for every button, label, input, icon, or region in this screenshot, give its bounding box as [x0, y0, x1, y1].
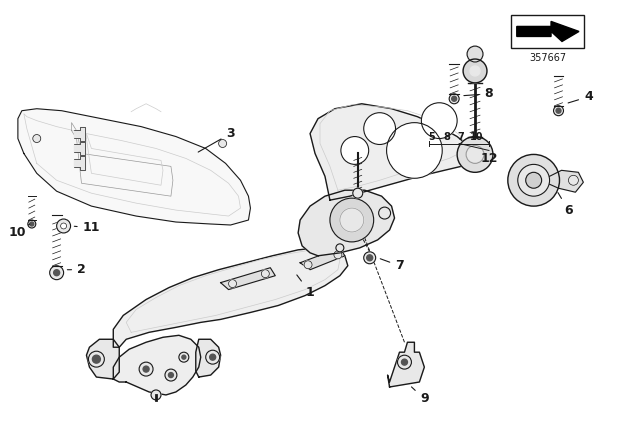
Text: 3: 3	[198, 127, 235, 152]
Circle shape	[452, 96, 457, 101]
Circle shape	[228, 280, 237, 288]
Circle shape	[518, 164, 550, 196]
Text: 11: 11	[74, 221, 100, 234]
Circle shape	[30, 222, 34, 226]
Polygon shape	[516, 22, 579, 42]
Polygon shape	[74, 127, 86, 141]
Polygon shape	[298, 190, 394, 256]
Polygon shape	[300, 248, 345, 270]
Polygon shape	[113, 335, 201, 395]
Circle shape	[457, 137, 493, 172]
Circle shape	[61, 223, 67, 229]
Polygon shape	[550, 170, 583, 192]
Circle shape	[179, 352, 189, 362]
Polygon shape	[74, 142, 86, 155]
Circle shape	[210, 354, 216, 360]
Circle shape	[151, 390, 161, 400]
Circle shape	[28, 220, 36, 228]
Circle shape	[364, 113, 396, 145]
Circle shape	[334, 251, 342, 259]
Circle shape	[379, 207, 390, 219]
Circle shape	[330, 198, 374, 242]
Circle shape	[340, 208, 364, 232]
Circle shape	[568, 175, 579, 185]
Polygon shape	[18, 109, 250, 225]
Bar	[511, 15, 584, 48]
Circle shape	[525, 172, 541, 188]
Circle shape	[387, 123, 442, 178]
Circle shape	[470, 66, 480, 76]
Circle shape	[139, 362, 153, 376]
Circle shape	[556, 108, 561, 113]
Polygon shape	[310, 104, 474, 200]
Circle shape	[401, 359, 408, 365]
Text: 7: 7	[458, 132, 465, 142]
Circle shape	[467, 46, 483, 62]
Polygon shape	[388, 342, 424, 387]
Text: 1: 1	[297, 275, 314, 299]
Circle shape	[463, 59, 487, 83]
Circle shape	[367, 255, 372, 261]
Text: 6: 6	[558, 193, 573, 216]
Circle shape	[165, 369, 177, 381]
Text: 9: 9	[412, 387, 429, 405]
Circle shape	[353, 188, 363, 198]
Circle shape	[341, 137, 369, 164]
Circle shape	[33, 134, 41, 142]
Text: 7: 7	[380, 259, 404, 272]
Text: 10: 10	[8, 224, 30, 239]
Text: 4: 4	[568, 90, 593, 103]
Circle shape	[554, 106, 563, 116]
Circle shape	[261, 270, 269, 278]
Text: 12: 12	[480, 152, 498, 165]
Polygon shape	[221, 268, 275, 289]
Circle shape	[182, 355, 186, 359]
Circle shape	[508, 155, 559, 206]
Circle shape	[57, 219, 70, 233]
Circle shape	[397, 355, 412, 369]
Text: 10: 10	[470, 132, 484, 142]
Text: 8: 8	[444, 132, 451, 142]
Polygon shape	[86, 339, 119, 379]
Text: 357667: 357667	[529, 53, 566, 63]
Text: 5: 5	[428, 132, 435, 142]
Circle shape	[219, 139, 227, 147]
Circle shape	[421, 103, 457, 138]
Circle shape	[92, 355, 100, 363]
Circle shape	[54, 270, 60, 276]
Circle shape	[449, 94, 459, 104]
Circle shape	[50, 266, 63, 280]
Text: 8: 8	[464, 87, 493, 100]
Circle shape	[364, 252, 376, 264]
Circle shape	[304, 261, 312, 269]
Circle shape	[205, 350, 220, 364]
Circle shape	[168, 373, 173, 378]
Circle shape	[143, 366, 149, 372]
Text: 2: 2	[67, 263, 86, 276]
Polygon shape	[113, 248, 348, 347]
Polygon shape	[196, 339, 221, 377]
Circle shape	[88, 351, 104, 367]
Circle shape	[466, 146, 484, 164]
Circle shape	[336, 244, 344, 252]
Polygon shape	[74, 156, 86, 170]
